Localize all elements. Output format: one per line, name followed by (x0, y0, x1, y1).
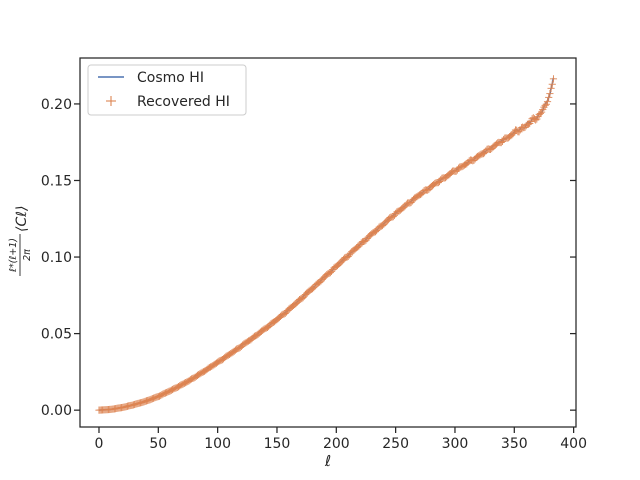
x-axis-ticks: 0 50 100 150 200 250 300 350 400 (95, 427, 587, 452)
plot-frame (79, 57, 577, 428)
y-axis-label-numerator: ℓ*(ℓ+1) (8, 238, 19, 272)
legend-recovered-marker (106, 96, 116, 106)
recovered-hi-point (536, 109, 544, 117)
recovered-hi-point (547, 84, 555, 92)
legend-box (87, 64, 247, 116)
recovered-hi-point (515, 128, 523, 136)
y-tick-label: 0.05 (41, 327, 72, 343)
y-axis-label: ℓ*(ℓ+1) 2π ⟨Cℓ⟩ (8, 206, 33, 276)
recovered-hi-point (545, 93, 553, 101)
x-tick-label: 50 (149, 436, 167, 452)
plot-background (80, 58, 576, 427)
legend-label-recovered: Recovered HI (137, 94, 230, 110)
y-axis-label-cl: ⟨Cℓ⟩ (14, 206, 30, 232)
recovered-hi-point (548, 80, 556, 88)
legend-label-cosmo: Cosmo HI (137, 70, 204, 86)
x-tick-label: 200 (323, 436, 350, 452)
x-tick-label: 150 (264, 436, 291, 452)
x-tick-label: 100 (204, 436, 231, 452)
recovered-hi-point (546, 90, 554, 98)
x-tick-label: 300 (442, 436, 469, 452)
legend: Cosmo HI Recovered HI (87, 64, 247, 116)
recovered-hi-point (543, 98, 552, 106)
x-tick-label: 400 (560, 436, 587, 452)
y-axis-ticks: 0.00 0.05 0.10 0.15 0.20 (41, 97, 576, 419)
x-tick-label: 0 (95, 436, 104, 452)
x-tick-label: 250 (382, 436, 409, 452)
y-tick-label: 0.00 (41, 403, 72, 419)
recovered-hi-point (549, 75, 558, 83)
x-axis-label: ℓ (324, 452, 331, 470)
x-tick-label: 350 (501, 436, 528, 452)
y-tick-label: 0.20 (41, 97, 72, 113)
y-tick-label: 0.10 (41, 250, 72, 266)
recovered-hi-series (95, 75, 558, 414)
y-axis-label-denominator: 2π (22, 249, 33, 261)
y-tick-label: 0.15 (41, 173, 72, 189)
recovered-hi-point (541, 101, 549, 109)
